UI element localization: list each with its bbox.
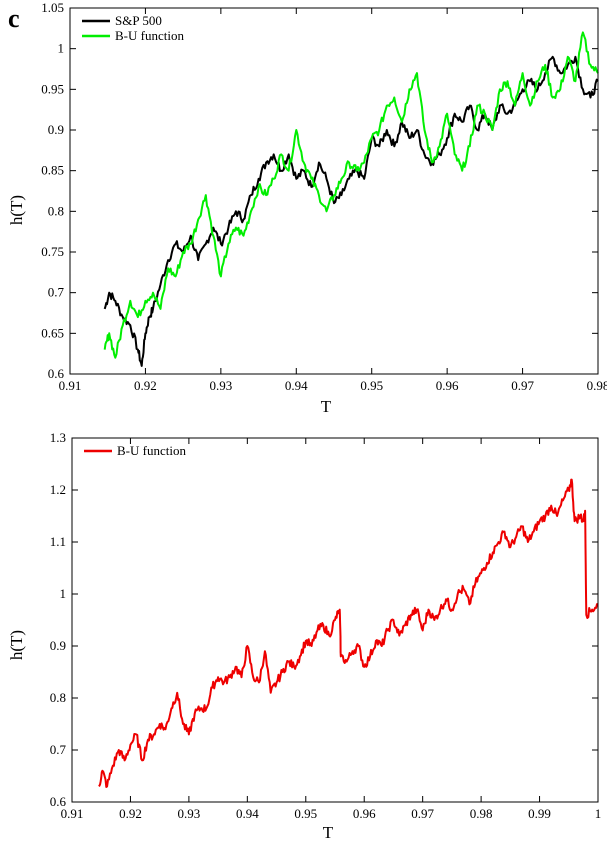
bottom-y-tick-label: 0.9 <box>50 638 66 653</box>
bottom-y-tick-label: 1.3 <box>50 430 66 445</box>
bottom-y-axis-label: h(T) <box>7 630 26 660</box>
top-y-tick-label: 0.8 <box>48 203 64 218</box>
bottom-y-tick-label: 1.2 <box>50 482 66 497</box>
top-x-axis-label: T <box>321 397 332 416</box>
top-y-tick-label: 0.65 <box>41 325 64 340</box>
top-y-tick-label: 0.85 <box>41 163 64 178</box>
bottom-chart: 0.91 0.92 0.93 0.94 0.95 0.96 0.97 0.98 0.99 10.6… <box>7 430 601 842</box>
bottom-series-line-0 <box>98 478 599 788</box>
bottom-x-axis-label: T <box>323 823 334 842</box>
top-y-axis-label: h(T) <box>7 195 26 225</box>
bottom-y-tick-label: 0.6 <box>50 794 67 809</box>
bottom-x-tick-label: 0.91 <box>61 806 84 821</box>
top-x-tick-label: 0.97 <box>511 378 534 393</box>
top-x-tick-label: 0.95 <box>360 378 383 393</box>
bottom-x-tick-label: 0.97 <box>411 806 434 821</box>
top-x-tick-label: 0.96 <box>436 378 459 393</box>
bottom-y-tick-label: 0.7 <box>50 742 67 757</box>
top-x-tick-label: 0.94 <box>285 378 308 393</box>
bottom-x-tick-label: 0.98 <box>470 806 493 821</box>
bottom-y-tick-label: 1.1 <box>50 534 66 549</box>
top-x-tick-label: 0.93 <box>209 378 232 393</box>
top-x-tick-label: 0.98 <box>587 378 607 393</box>
top-y-tick-label: 0.7 <box>48 285 65 300</box>
bottom-legend-label-0: B-U function <box>117 443 186 458</box>
bottom-x-tick-label: 0.96 <box>353 806 376 821</box>
bottom-plot-frame <box>71 437 599 803</box>
top-x-tick-label: 0.92 <box>134 378 157 393</box>
top-y-tick-label: 0.6 <box>48 366 65 381</box>
bottom-y-tick-label: 0.8 <box>50 690 66 705</box>
top-plot-frame <box>69 7 599 375</box>
top-y-tick-label: 0.75 <box>41 244 64 259</box>
top-legend-label-1: B-U function <box>115 28 184 43</box>
top-chart: 0.91 0.92 0.93 0.94 0.95 0.96 0.97 0.980.60.650… <box>7 0 607 416</box>
bottom-x-tick-label: 0.92 <box>119 806 142 821</box>
top-series-line-1 <box>103 31 599 359</box>
top-y-tick-label: 0.95 <box>41 81 64 96</box>
bottom-legend: B-U function <box>84 443 186 458</box>
bottom-x-tick-label: 0.95 <box>294 806 317 821</box>
top-y-tick-label: 1.05 <box>41 0 64 15</box>
bottom-y-tick-label: 1 <box>60 586 67 601</box>
bottom-x-tick-label: 0.99 <box>528 806 551 821</box>
top-series-line-0 <box>103 55 599 367</box>
bottom-x-tick-label: 0.93 <box>178 806 201 821</box>
bottom-x-tick-label: 0.94 <box>236 806 259 821</box>
top-y-tick-label: 1 <box>58 41 65 56</box>
panel-label: c <box>8 4 20 33</box>
top-y-tick-label: 0.9 <box>48 122 64 137</box>
bottom-x-tick-label: 1 <box>595 806 602 821</box>
top-x-tick-label: 0.91 <box>59 378 82 393</box>
top-legend-label-0: S&P 500 <box>115 13 162 28</box>
